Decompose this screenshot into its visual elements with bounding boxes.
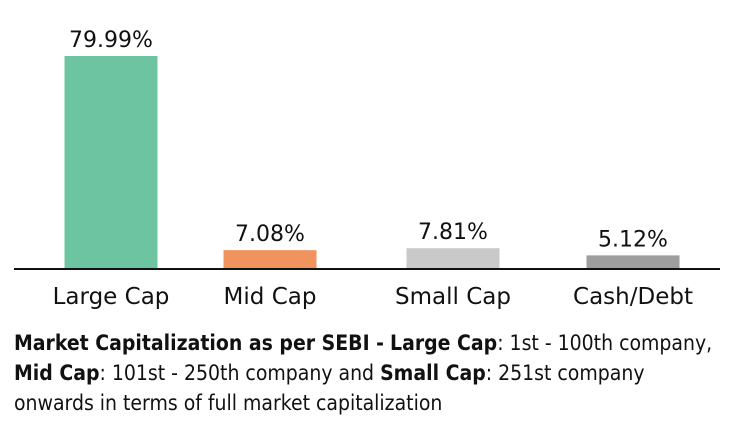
- footnote: Market Capitalization as per SEBI - Larg…: [14, 328, 719, 418]
- value-label-large-cap: 79.99%: [69, 28, 153, 53]
- bar-mid-cap: [223, 250, 317, 269]
- category-labels-group: Large Cap Mid Cap Small Cap Cash/Debt: [53, 284, 693, 310]
- bar-cash-debt: [586, 255, 680, 269]
- footnote-lead: Market Capitalization as per SEBI -: [14, 331, 385, 355]
- footnote-large-cap-text: : 1st - 100th company,: [497, 331, 713, 355]
- footnote-small-cap-text: : 251st company onwards in terms of full…: [14, 361, 645, 415]
- category-label-mid-cap: Mid Cap: [224, 284, 317, 310]
- bar-large-cap: [64, 56, 158, 269]
- value-label-mid-cap: 7.08%: [235, 222, 305, 247]
- value-label-cash-debt: 5.12%: [598, 227, 668, 252]
- bars-group: [64, 56, 680, 269]
- footnote-small-cap-label: Small Cap: [380, 361, 486, 385]
- value-label-small-cap: 7.81%: [418, 220, 488, 245]
- bar-chart: 79.99% 7.08% 7.81% 5.12% Large Cap Mid Cap Sm…: [14, 28, 720, 310]
- bar-small-cap: [406, 248, 500, 269]
- footnote-mid-cap-text: : 101st - 250th company and: [99, 361, 375, 385]
- category-label-cash-debt: Cash/Debt: [573, 284, 693, 310]
- footnote-large-cap-label: Large Cap: [390, 331, 498, 355]
- category-label-large-cap: Large Cap: [53, 284, 170, 310]
- category-label-small-cap: Small Cap: [395, 284, 511, 310]
- footnote-mid-cap-label: Mid Cap: [14, 361, 100, 385]
- value-labels-group: 79.99% 7.08% 7.81% 5.12%: [69, 28, 668, 252]
